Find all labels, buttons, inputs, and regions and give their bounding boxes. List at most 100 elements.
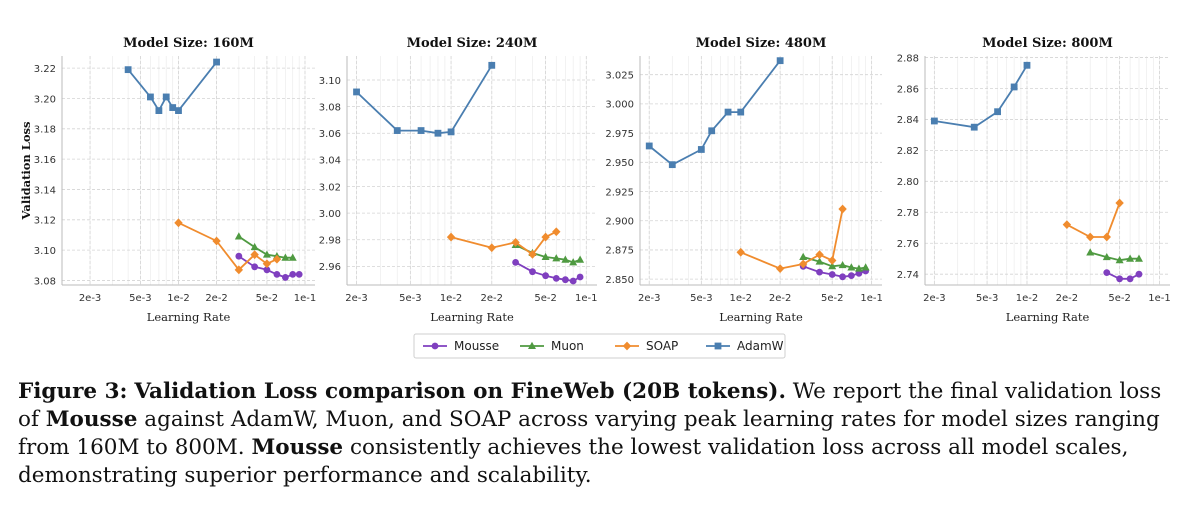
data-point [281, 253, 290, 261]
data-point [234, 232, 243, 240]
caption-mousse-2: Mousse [251, 435, 344, 460]
data-point [155, 107, 163, 114]
y-tick-label: 3.10 [319, 76, 341, 87]
x-tick-label: 5e-3 [690, 293, 713, 304]
data-point [861, 263, 870, 271]
legend-marker [622, 341, 632, 351]
data-point [561, 255, 570, 263]
y-tick-label: 3.14 [34, 185, 56, 196]
y-tick-label: 3.18 [34, 125, 56, 136]
x-tick-label: 1e-2 [1016, 293, 1039, 304]
series-line [355, 64, 493, 135]
minor-gridlines [356, 56, 587, 285]
chart-title: Model Size: 240M [407, 36, 538, 51]
data-point [854, 264, 863, 272]
y-tick-label: 2.78 [897, 208, 919, 219]
series-muon [1086, 248, 1143, 264]
data-point [295, 270, 303, 278]
chart-panel: 2.96 2.98 3.00 3.02 3.04 3.06 3.08 3.10 2e-3 5e-3… [319, 36, 598, 324]
x-tick-label: 1e-1 [294, 293, 317, 304]
series-soap [446, 227, 561, 259]
x-axis-label: Learning Rate [147, 310, 231, 324]
caption-mousse-1: Mousse [45, 407, 138, 432]
legend-item-adamw: AdamW [706, 339, 784, 353]
data-point [528, 249, 537, 259]
caption-text-1: We report the final validation loss of [18, 379, 1162, 432]
data-point [775, 264, 785, 274]
data-point [1023, 61, 1031, 69]
data-point [393, 127, 401, 134]
data-point [1062, 220, 1072, 230]
data-point [838, 260, 847, 269]
x-tick-label: 5e-2 [256, 293, 279, 304]
y-tick-label: 3.025 [605, 70, 634, 81]
legend-box [413, 333, 786, 359]
y-tick-label: 2.80 [897, 177, 919, 188]
y-axis-label: Validation Loss [19, 122, 33, 221]
x-tick-label: 1e-1 [575, 293, 598, 304]
series-line [1106, 271, 1140, 280]
legend: Mousse Muon SOAP AdamW [413, 333, 786, 359]
data-point [828, 271, 836, 278]
y-tick-label: 3.20 [34, 94, 56, 105]
y-tick-label: 3.16 [34, 155, 56, 166]
series-mousse [512, 258, 584, 285]
series-adamw [124, 58, 220, 114]
y-tick-label: 2.850 [605, 275, 634, 286]
data-point [541, 252, 550, 261]
data-point [250, 250, 259, 260]
data-point [645, 142, 653, 150]
y-tick-label: 3.12 [34, 216, 56, 227]
y-tick-label: 2.950 [605, 158, 634, 169]
series-line [178, 221, 278, 271]
data-point [1086, 248, 1095, 256]
data-point [970, 123, 978, 131]
figure-caption: Figure 3: Validation Loss comparison on … [18, 378, 1184, 490]
y-tick-label: 2.74 [897, 270, 919, 281]
data-point [288, 253, 297, 261]
data-point [1102, 232, 1111, 242]
x-tick-label: 1e-1 [1148, 293, 1171, 304]
data-point [815, 257, 824, 265]
series-line [934, 64, 1028, 129]
data-point [1116, 275, 1124, 283]
data-point [447, 128, 455, 136]
data-point [930, 117, 938, 125]
y-tick-label: 2.84 [897, 115, 919, 126]
legend-marker [431, 342, 439, 350]
data-point [262, 250, 271, 258]
x-tick-label: 2e-3 [79, 293, 102, 304]
x-axis-label: Learning Rate [719, 310, 803, 324]
caption-text-2: against AdamW, Muon, and SOAP across var… [18, 407, 1160, 460]
series-muon [799, 252, 870, 272]
data-point [289, 270, 297, 278]
data-point [234, 265, 244, 275]
data-point [847, 263, 856, 271]
x-tick-label: 5e-3 [399, 293, 422, 304]
data-point [1134, 254, 1143, 262]
x-tick-label: 2e-2 [1056, 293, 1079, 304]
caption-bold-title: Validation Loss comparison on FineWeb (2… [134, 379, 786, 404]
x-tick-label: 2e-2 [481, 293, 504, 304]
y-tick-label: 2.96 [319, 262, 341, 273]
data-point [512, 258, 519, 266]
data-point [1102, 252, 1111, 261]
data-point [724, 108, 732, 116]
data-point [799, 252, 808, 260]
data-point [994, 108, 1001, 116]
data-point [828, 256, 837, 265]
series-soap [736, 204, 847, 274]
y-tick-label: 3.04 [319, 156, 341, 167]
series-mousse [1103, 269, 1143, 283]
data-point [542, 272, 549, 280]
series-adamw [930, 61, 1031, 131]
data-point [552, 227, 561, 237]
series-mousse [235, 252, 303, 281]
data-point [736, 247, 745, 257]
data-point [1126, 254, 1135, 262]
x-tick-label: 5e-2 [821, 293, 844, 304]
data-point [446, 232, 456, 242]
data-point [839, 273, 846, 281]
data-point [838, 204, 847, 214]
legend-label: Mousse [454, 339, 499, 353]
